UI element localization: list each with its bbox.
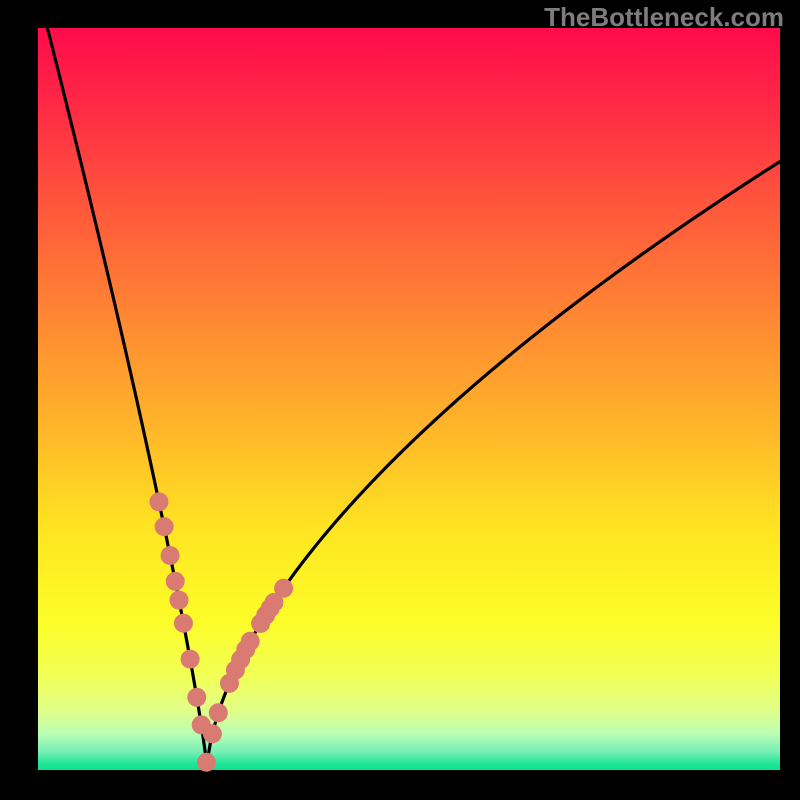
curve-marker <box>166 572 185 591</box>
curve-marker <box>181 650 200 669</box>
curve-marker <box>197 753 216 772</box>
curve-marker <box>187 688 206 707</box>
curve-marker <box>155 517 174 536</box>
curve-markers <box>149 492 293 771</box>
curve-marker <box>174 614 193 633</box>
curve-marker <box>169 591 188 610</box>
curve-marker <box>161 546 180 565</box>
curve-marker <box>149 492 168 511</box>
chart-stage: TheBottleneck.com <box>0 0 800 800</box>
curve-marker <box>241 632 260 651</box>
curve-marker <box>274 579 293 598</box>
bottleneck-curve <box>38 0 780 766</box>
curve-marker <box>209 703 228 722</box>
watermark-text: TheBottleneck.com <box>544 2 784 33</box>
curve-marker <box>203 724 222 743</box>
curve-layer <box>0 0 800 800</box>
